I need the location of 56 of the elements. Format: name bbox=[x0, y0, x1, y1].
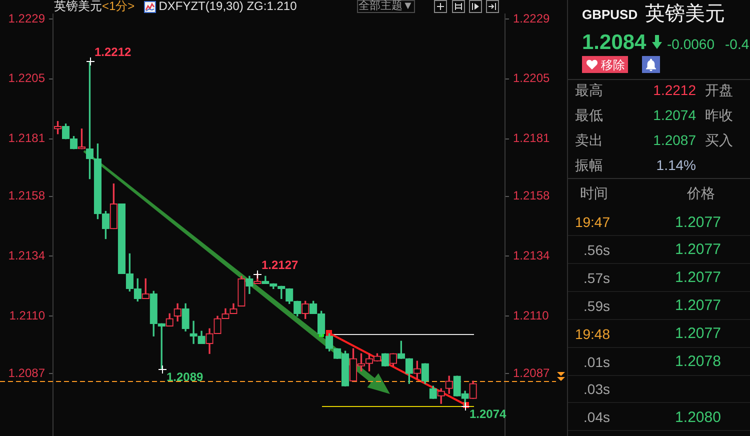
text: 1.2084 bbox=[582, 30, 646, 54]
text: .04s bbox=[584, 408, 610, 426]
y-tick-label: 1.2087 bbox=[8, 366, 46, 380]
dropdown: 全部主题▼ bbox=[357, 0, 415, 13]
y-tick-label: 1.2205 bbox=[8, 71, 46, 86]
text: 19:47 bbox=[574, 213, 610, 231]
remove-button: 移除 bbox=[582, 56, 628, 73]
text: 价格 bbox=[687, 184, 715, 202]
text: 1.2074 bbox=[653, 106, 696, 124]
text: 昨收 bbox=[705, 106, 733, 124]
text: 1.2077 bbox=[675, 296, 721, 316]
text: 1.14% bbox=[656, 156, 696, 174]
text: 振幅 bbox=[575, 156, 603, 174]
text: 1.2212 bbox=[653, 81, 696, 99]
annotation: 1.2212 bbox=[94, 44, 132, 59]
text: 卖出 bbox=[575, 131, 603, 149]
y-tick-label: 1.2134 bbox=[8, 248, 46, 263]
text: 最高 bbox=[575, 81, 603, 99]
text: 1.2077 bbox=[675, 324, 721, 344]
y-tick-label: 1.2181 bbox=[8, 131, 46, 146]
y2-tick-label: 1.2087 bbox=[513, 366, 550, 380]
y2-tick-label: 1.2158 bbox=[513, 188, 550, 203]
text: .03s bbox=[584, 380, 610, 398]
text: 最低 bbox=[575, 106, 603, 124]
text: 1.2078 bbox=[675, 352, 721, 371]
chart-title: 英镑美元 bbox=[54, 0, 102, 13]
text: GBPUSD bbox=[582, 6, 638, 22]
text: 1.2077 bbox=[675, 240, 721, 260]
text: -0.4 bbox=[725, 35, 750, 53]
text: .57s bbox=[584, 268, 610, 287]
text: 时间 bbox=[580, 184, 608, 202]
text: -0.0060 bbox=[667, 35, 714, 53]
annotation: 1.2089 bbox=[166, 370, 204, 384]
text: 1.2077 bbox=[675, 268, 721, 288]
annotation: 1.2074 bbox=[470, 406, 507, 421]
text: .56s bbox=[584, 240, 610, 259]
chart-subtitle: <1分> bbox=[102, 0, 135, 13]
text: 1.2080 bbox=[675, 408, 721, 427]
text: 英镑美元 bbox=[645, 2, 725, 26]
text: .01s bbox=[584, 352, 610, 370]
y2-tick-label: 1.2205 bbox=[513, 71, 550, 86]
y2-tick-label: 1.2134 bbox=[513, 248, 550, 263]
text: DXFYZT(19,30) ZG:1.210 bbox=[158, 0, 297, 13]
y2-tick-label: 1.2229 bbox=[513, 11, 550, 26]
text: 1.2077 bbox=[675, 212, 721, 232]
y-tick-label: 1.2110 bbox=[9, 308, 46, 322]
text: 开盘 bbox=[705, 81, 733, 99]
text: 1.2087 bbox=[653, 131, 696, 149]
annotation: 1.2127 bbox=[262, 258, 299, 272]
y2-tick-label: 1.2181 bbox=[513, 131, 550, 146]
text: 19:48 bbox=[574, 324, 610, 343]
y-tick-label: 1.2158 bbox=[8, 188, 46, 203]
y-tick-label: 1.2229 bbox=[8, 11, 46, 26]
text: 买入 bbox=[705, 131, 733, 149]
text: .59s bbox=[584, 296, 610, 315]
y2-tick-label: 1.2110 bbox=[513, 308, 550, 322]
